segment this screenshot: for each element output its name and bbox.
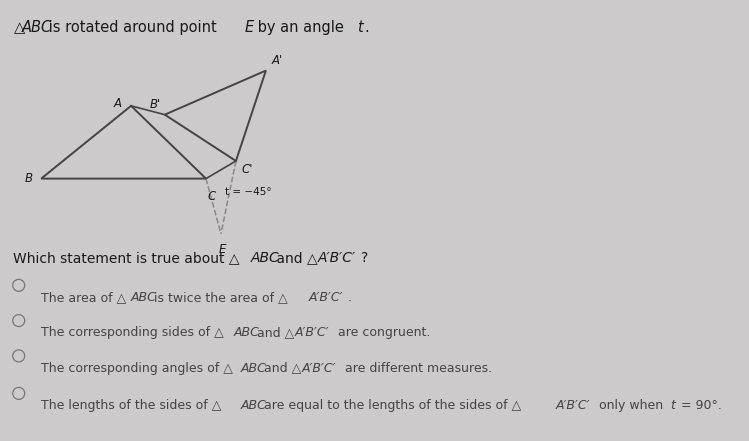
Text: △: △ xyxy=(13,20,25,35)
Text: only when: only when xyxy=(595,399,667,412)
Text: C: C xyxy=(207,190,216,202)
Text: A′B′C′: A′B′C′ xyxy=(309,291,343,304)
Text: The corresponding angles of △: The corresponding angles of △ xyxy=(41,362,233,374)
Text: E: E xyxy=(219,243,226,256)
Text: ABC: ABC xyxy=(130,291,157,304)
Text: The area of △: The area of △ xyxy=(41,291,127,304)
Text: B: B xyxy=(24,172,32,185)
Text: E: E xyxy=(245,20,254,35)
Text: A': A' xyxy=(272,54,283,67)
Text: is rotated around point: is rotated around point xyxy=(44,20,222,35)
Text: and △: and △ xyxy=(253,326,294,339)
Text: ABC: ABC xyxy=(240,362,267,374)
Text: and △: and △ xyxy=(272,251,318,265)
Text: are equal to the lengths of the sides of △: are equal to the lengths of the sides of… xyxy=(260,399,521,412)
Text: t: t xyxy=(357,20,363,35)
Text: are congruent.: are congruent. xyxy=(334,326,430,339)
Text: t = −45°: t = −45° xyxy=(225,187,271,197)
Text: B': B' xyxy=(150,98,161,111)
Text: A: A xyxy=(114,97,122,110)
Text: C': C' xyxy=(242,163,253,176)
Text: A′B′C′: A′B′C′ xyxy=(301,362,336,374)
Text: by an angle: by an angle xyxy=(252,20,348,35)
Text: .: . xyxy=(365,20,369,35)
Text: ABC: ABC xyxy=(240,399,267,412)
Text: ABC: ABC xyxy=(234,326,260,339)
Text: The corresponding sides of △: The corresponding sides of △ xyxy=(41,326,224,339)
Text: A′B′C′: A′B′C′ xyxy=(294,326,329,339)
Text: are different measures.: are different measures. xyxy=(341,362,492,374)
Text: A′B′C′: A′B′C′ xyxy=(556,399,590,412)
Text: The lengths of the sides of △: The lengths of the sides of △ xyxy=(41,399,222,412)
Text: .: . xyxy=(348,291,351,304)
Text: t: t xyxy=(670,399,676,412)
Text: ABC: ABC xyxy=(22,20,52,35)
Text: and △: and △ xyxy=(260,362,301,374)
Text: = 90°.: = 90°. xyxy=(677,399,722,412)
Text: is twice the area of △: is twice the area of △ xyxy=(150,291,288,304)
Text: ABC: ABC xyxy=(250,251,279,265)
Text: ?: ? xyxy=(362,251,369,265)
Text: Which statement is true about △: Which statement is true about △ xyxy=(13,251,240,265)
Text: A′B′C′: A′B′C′ xyxy=(318,251,356,265)
